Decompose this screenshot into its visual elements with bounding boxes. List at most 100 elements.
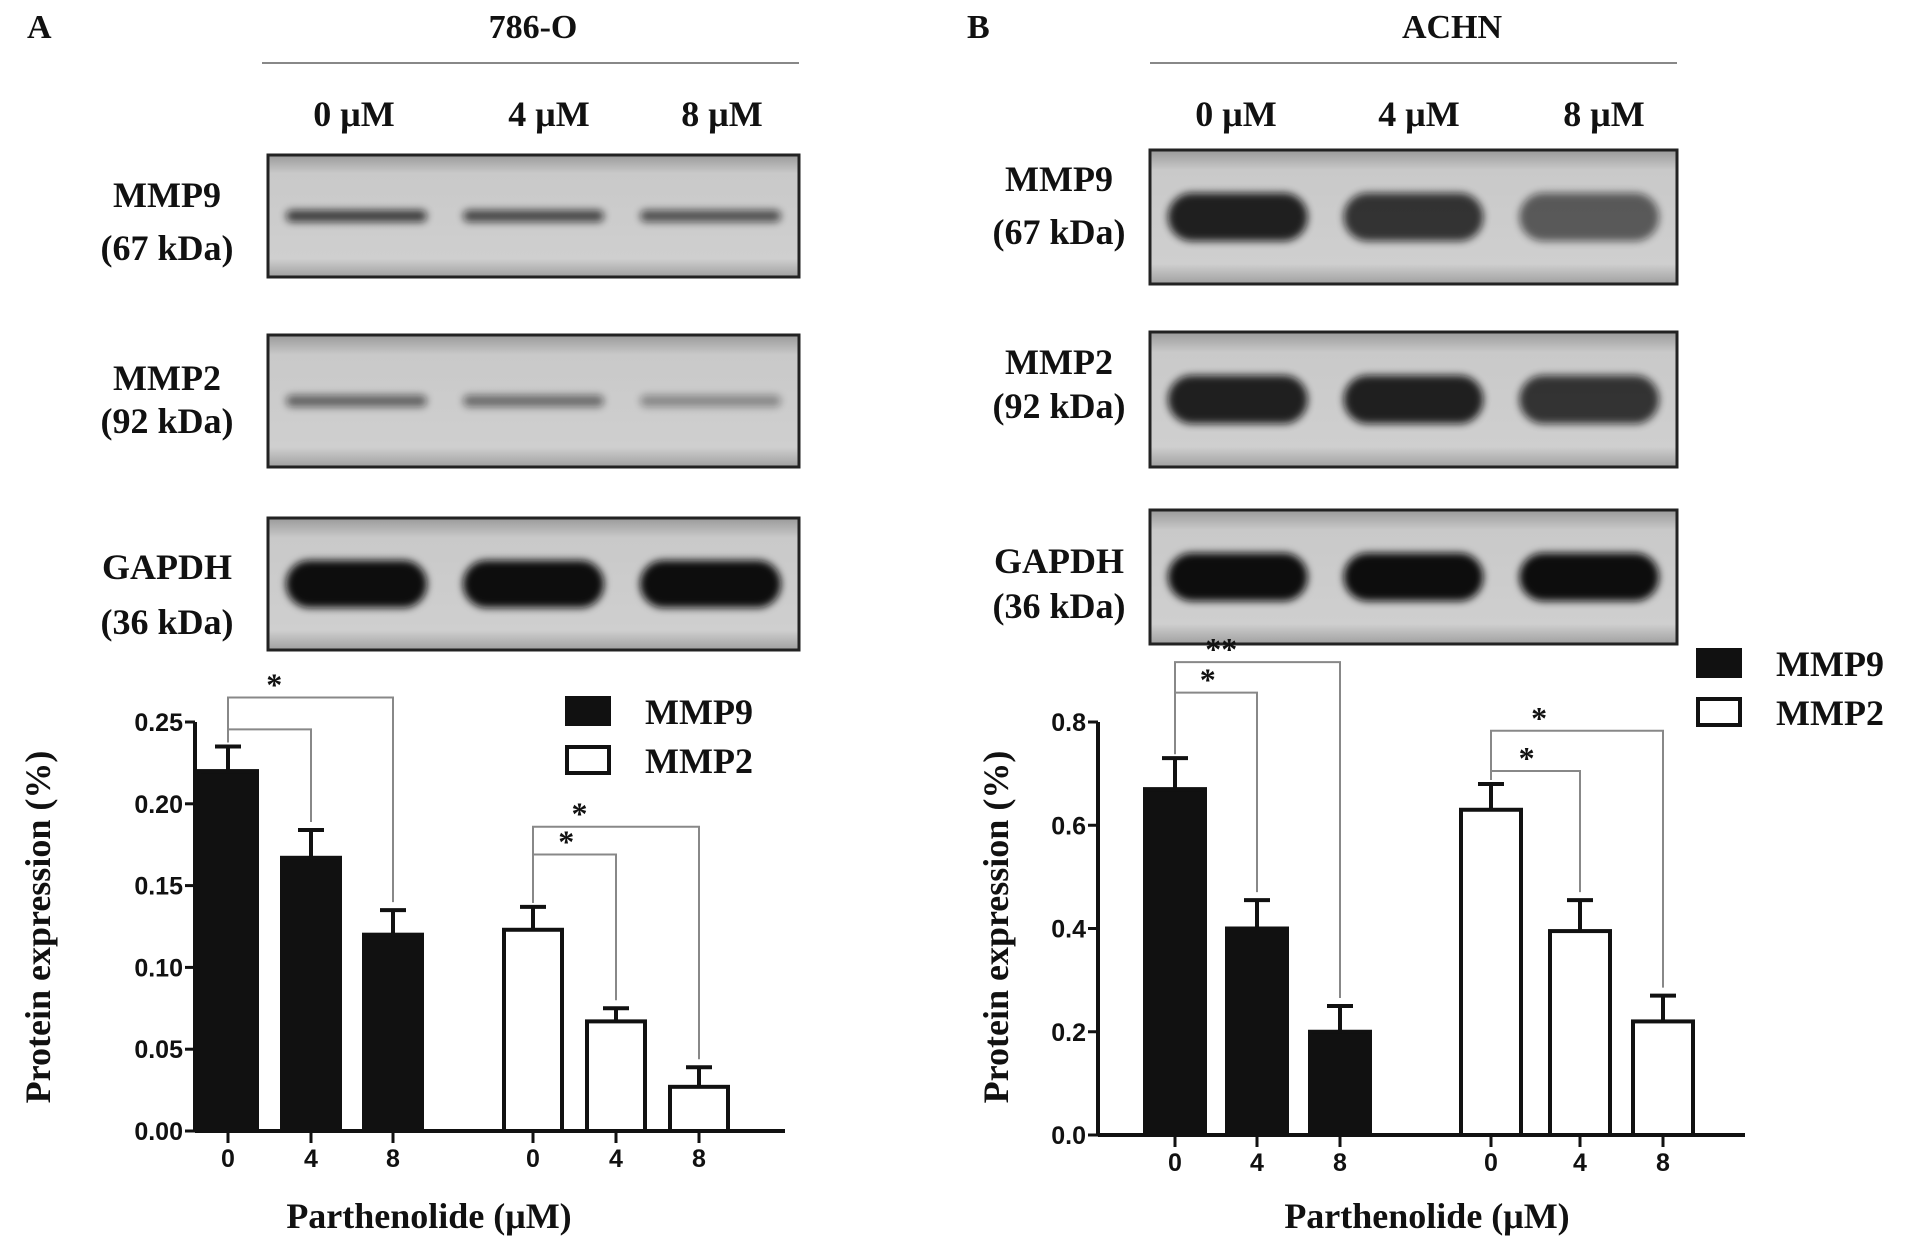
y-axis-label: Protein expression (%) — [976, 751, 1016, 1104]
blot-protein-label: MMP2 — [1005, 342, 1113, 382]
blot-size-label: (92 kDa) — [993, 386, 1126, 426]
western-blot-mmp9: MMP9 (67 kDa) — [101, 153, 801, 279]
blot-size-label: (36 kDa) — [993, 586, 1126, 626]
x-axis-label: Parthenolide (μM) — [1284, 1196, 1569, 1236]
significance-marker: * — [558, 824, 574, 860]
lane-label: 8 μM — [1563, 94, 1644, 134]
x-axis-label: Parthenolide (μM) — [286, 1196, 571, 1236]
western-blot-gapdh: GAPDH (36 kDa) — [101, 516, 801, 652]
bar-mmp9 — [1225, 926, 1289, 1137]
legend-label: MMP2 — [645, 741, 753, 781]
y-tick-label: 0.10 — [134, 954, 183, 982]
western-blot-gapdh: GAPDH (36 kDa) — [993, 508, 1679, 646]
bar-mmp9 — [280, 855, 342, 1134]
panel-a: A 786-O 0 μM 4 μM 8 μM MMP9 (67 kDa) MMP2(92 kD… — [27, 9, 801, 652]
bar-mmp9 — [197, 769, 259, 1134]
western-blot-mmp2: MMP2(92 kDa) — [101, 333, 801, 469]
legend-swatch-mmp9 — [1696, 648, 1742, 678]
panel-letter: B — [967, 9, 990, 46]
panel-letter: A — [27, 9, 52, 46]
protein-band — [1519, 192, 1659, 242]
bar-mmp2 — [1459, 807, 1523, 1137]
blot-size-label: (67 kDa) — [101, 228, 234, 268]
cell-line-title: 786-O — [489, 9, 578, 46]
significance-bracket — [532, 825, 700, 1060]
significance-marker: * — [266, 666, 282, 702]
x-tick-label: 8 — [1333, 1149, 1347, 1177]
bar-mmp9 — [1308, 1029, 1372, 1137]
protein-band — [463, 395, 604, 407]
blot-protein-label: MMP2 — [113, 358, 221, 398]
protein-band — [1343, 552, 1484, 602]
legend-swatch-mmp9 — [565, 696, 611, 726]
bar-mmp2 — [585, 1019, 647, 1133]
protein-band — [286, 395, 427, 407]
blot-size-label: (36 kDa) — [101, 602, 234, 642]
lane-label: 4 μM — [1378, 94, 1459, 134]
significance-marker: * — [1200, 662, 1216, 698]
bar-mmp9 — [1143, 787, 1207, 1137]
significance-marker: * — [571, 796, 587, 832]
y-tick-label: 0.25 — [134, 709, 183, 737]
blot-protein-label: MMP9 — [1005, 159, 1113, 199]
x-tick-label: 8 — [1656, 1149, 1670, 1177]
protein-band — [640, 210, 781, 222]
protein-band — [463, 210, 604, 222]
legend-swatch-mmp2 — [565, 745, 611, 775]
x-tick-label: 4 — [304, 1145, 318, 1173]
significance-marker: * — [1519, 740, 1535, 776]
x-tick-label: 4 — [1250, 1149, 1264, 1177]
x-tick-label: 0 — [1484, 1149, 1498, 1177]
western-blot-mmp2: MMP2(92 kDa) — [993, 330, 1679, 469]
bar-mmp9 — [362, 932, 424, 1133]
blot-protein-label: MMP9 — [113, 175, 221, 215]
significance-bracket — [1490, 729, 1664, 988]
legend-swatch-mmp2 — [1696, 697, 1742, 727]
y-tick-label: 0.0 — [1051, 1122, 1086, 1150]
lane-label: 4 μM — [508, 94, 589, 134]
western-blot-mmp9: MMP9 (67 kDa) — [993, 148, 1679, 286]
y-tick-label: 0.4 — [1051, 916, 1086, 944]
protein-band — [1519, 375, 1659, 424]
x-tick-label: 0 — [221, 1145, 235, 1173]
lane-label: 0 μM — [313, 94, 394, 134]
legend-label: MMP9 — [1776, 644, 1884, 684]
protein-band — [286, 560, 427, 608]
panel-b: B ACHN 0 μM 4 μM 8 μM MMP9 (67 kDa) MMP2(92 kDa… — [967, 9, 1679, 646]
x-tick-label: 0 — [1168, 1149, 1182, 1177]
blot-size-label: (92 kDa) — [101, 401, 234, 441]
cell-line-title: ACHN — [1402, 9, 1503, 46]
legend-label: MMP2 — [1776, 693, 1884, 733]
y-tick-label: 0.2 — [1051, 1019, 1086, 1047]
protein-band — [286, 210, 427, 222]
bar-mmp2 — [502, 927, 564, 1133]
blot-protein-label: GAPDH — [994, 541, 1124, 581]
y-tick-label: 0.8 — [1051, 709, 1086, 737]
y-tick-label: 0.20 — [134, 791, 183, 819]
y-tick-label: 0.6 — [1051, 812, 1086, 840]
protein-band — [1168, 192, 1308, 242]
bar-mmp2 — [668, 1084, 730, 1134]
protein-band — [463, 560, 604, 608]
blot-protein-label: GAPDH — [102, 547, 232, 587]
x-tick-label: 0 — [526, 1145, 540, 1173]
legend-label: MMP9 — [645, 692, 753, 732]
y-axis-label: Protein expression (%) — [18, 751, 58, 1104]
protein-band — [1343, 375, 1484, 424]
significance-bracket — [1174, 661, 1341, 998]
significance-marker: ** — [1205, 631, 1237, 667]
protein-band — [1168, 375, 1308, 424]
y-tick-label: 0.05 — [134, 1036, 183, 1064]
y-tick-label: 0.00 — [134, 1118, 183, 1146]
protein-band — [640, 560, 781, 608]
lane-label: 0 μM — [1195, 94, 1276, 134]
x-tick-label: 4 — [609, 1145, 623, 1173]
protein-band — [640, 395, 781, 407]
lane-label: 8 μM — [681, 94, 762, 134]
y-tick-label: 0.15 — [134, 873, 183, 901]
blot-size-label: (67 kDa) — [993, 212, 1126, 252]
x-tick-label: 4 — [1573, 1149, 1587, 1177]
